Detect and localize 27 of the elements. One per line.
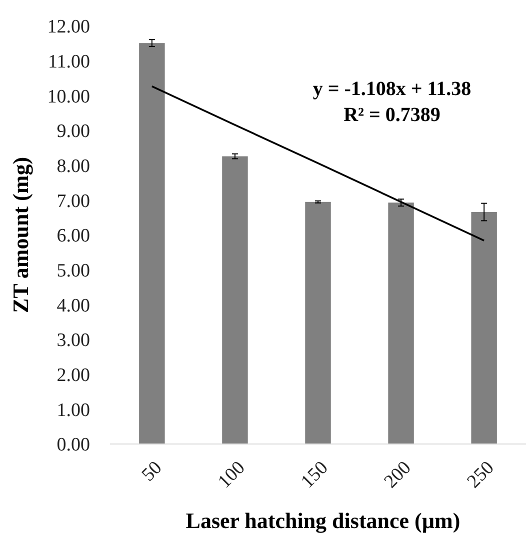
y-axis-title: ZT amount (mg) [8,156,33,314]
x-tick-label: 50 [138,457,166,486]
x-tick-label: 250 [463,457,498,492]
y-tick-label: 11.00 [48,51,90,72]
x-tick-label: 100 [214,457,250,492]
y-tick-label: 1.00 [56,400,90,421]
bar [305,202,331,444]
y-tick-label: 10.00 [47,86,90,108]
bar [139,43,165,444]
x-tick-label: 200 [380,457,416,492]
y-tick-label: 12.00 [47,16,90,38]
annotation: y = -1.108x + 11.38 [312,78,472,100]
y-tick-label: 0.00 [56,434,90,456]
y-tick-label: 7.00 [56,190,90,212]
x-tick-label: 150 [297,457,332,492]
annotation: R² = 0.7389 [344,104,440,126]
y-tick-label: 6.00 [56,226,90,247]
bar [471,212,497,444]
bar [222,156,248,444]
y-tick-label: 9.00 [56,121,90,142]
y-tick-label: 3.00 [56,330,90,352]
x-axis-title: Laser hatching distance (µm) [186,508,460,533]
y-tick-label: 8.00 [56,156,90,177]
y-tick-label: 5.00 [56,260,90,282]
y-tick-label: 2.00 [56,364,90,386]
y-tick-label: 4.00 [56,295,90,316]
bar [388,202,414,444]
